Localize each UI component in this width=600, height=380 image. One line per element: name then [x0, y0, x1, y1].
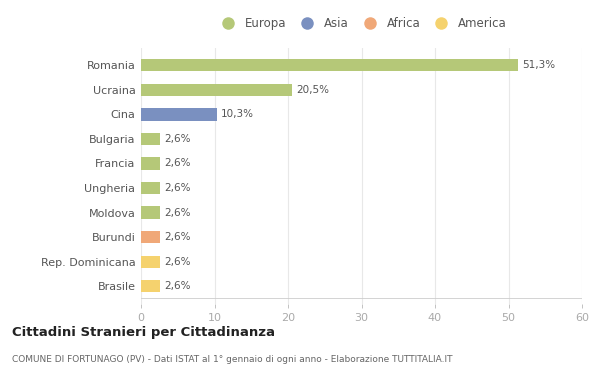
Text: 2,6%: 2,6% — [164, 232, 191, 242]
Text: 2,6%: 2,6% — [164, 207, 191, 218]
Text: COMUNE DI FORTUNAGO (PV) - Dati ISTAT al 1° gennaio di ogni anno - Elaborazione : COMUNE DI FORTUNAGO (PV) - Dati ISTAT al… — [12, 355, 452, 364]
Bar — [141, 157, 160, 169]
Text: 10,3%: 10,3% — [221, 109, 254, 119]
Bar — [141, 280, 160, 292]
Bar — [141, 133, 160, 145]
Text: 20,5%: 20,5% — [296, 85, 329, 95]
Bar — [141, 108, 217, 120]
Bar — [141, 182, 160, 194]
Text: 51,3%: 51,3% — [523, 60, 556, 70]
Text: 2,6%: 2,6% — [164, 183, 191, 193]
Text: Cittadini Stranieri per Cittadinanza: Cittadini Stranieri per Cittadinanza — [12, 326, 275, 339]
Bar — [141, 84, 292, 96]
Text: 2,6%: 2,6% — [164, 158, 191, 168]
Legend: Europa, Asia, Africa, America: Europa, Asia, Africa, America — [212, 13, 511, 35]
Text: 2,6%: 2,6% — [164, 281, 191, 291]
Text: 2,6%: 2,6% — [164, 134, 191, 144]
Bar — [141, 206, 160, 219]
Bar — [141, 231, 160, 243]
Text: 2,6%: 2,6% — [164, 256, 191, 267]
Bar — [141, 59, 518, 71]
Bar — [141, 255, 160, 268]
